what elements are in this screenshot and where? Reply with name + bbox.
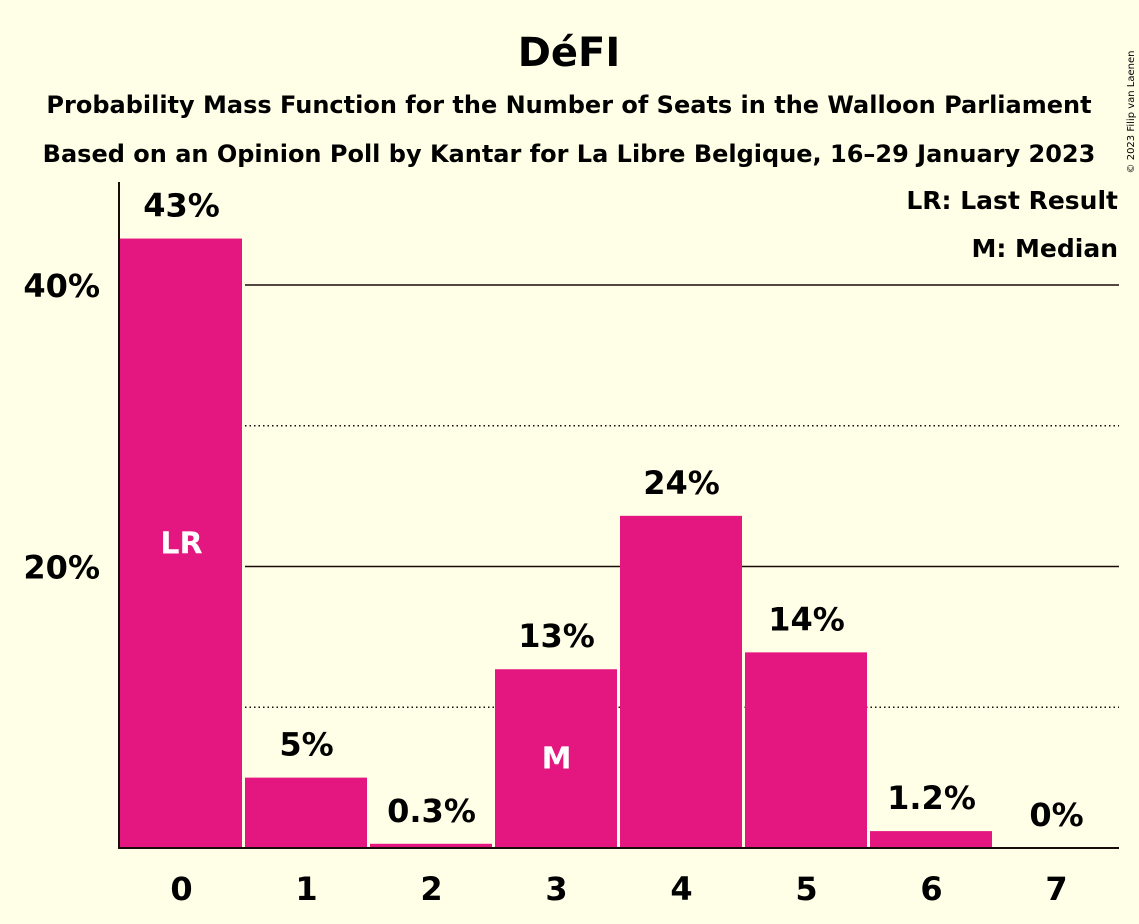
data-label: 24% [643,464,720,502]
x-tick-label: 6 [920,870,942,908]
bar [620,515,742,848]
y-axis-ticks: 20% 40% [23,267,100,587]
data-label: 0.3% [387,792,476,830]
x-axis-ticks: 0 1 2 3 4 5 6 7 [170,870,1067,908]
x-tick-label: 5 [795,870,817,908]
bar [870,831,992,848]
y-tick-label: 40% [23,267,100,305]
x-tick-label: 0 [170,870,192,908]
x-tick-label: 1 [295,870,317,908]
data-label: 14% [768,600,845,638]
chart-title: DéFI [518,30,621,76]
chart-subtitle-line-1: Probability Mass Function for the Number… [46,91,1091,119]
x-tick-label: 3 [545,870,567,908]
bar [495,669,617,848]
x-tick-label: 7 [1045,870,1067,908]
x-tick-label: 2 [420,870,442,908]
data-label: 0% [1029,796,1083,834]
y-tick-label: 20% [23,549,100,587]
legend-last-result: LR: Last Result [906,186,1118,215]
in-bar-marker: LR [160,526,202,561]
data-label: 13% [518,617,595,655]
data-label: 5% [279,726,333,764]
bar [120,238,242,849]
data-labels: 43% 5% 0.3% 13% 24% 14% 1.2% 0% [143,187,1083,834]
in-bar-marker: M [542,742,572,777]
bars [120,238,992,849]
legend-median: M: Median [971,234,1118,263]
copyright-text: © 2023 Filip van Laenen [1126,51,1137,174]
data-label: 43% [143,187,220,225]
bar [745,652,867,848]
in-bar-markers: LR M [160,526,571,776]
x-tick-label: 4 [670,870,692,908]
bar [245,777,367,848]
chart-subtitle-line-2: Based on an Opinion Poll by Kantar for L… [43,140,1096,168]
data-label: 1.2% [887,779,976,817]
bar [370,843,492,848]
